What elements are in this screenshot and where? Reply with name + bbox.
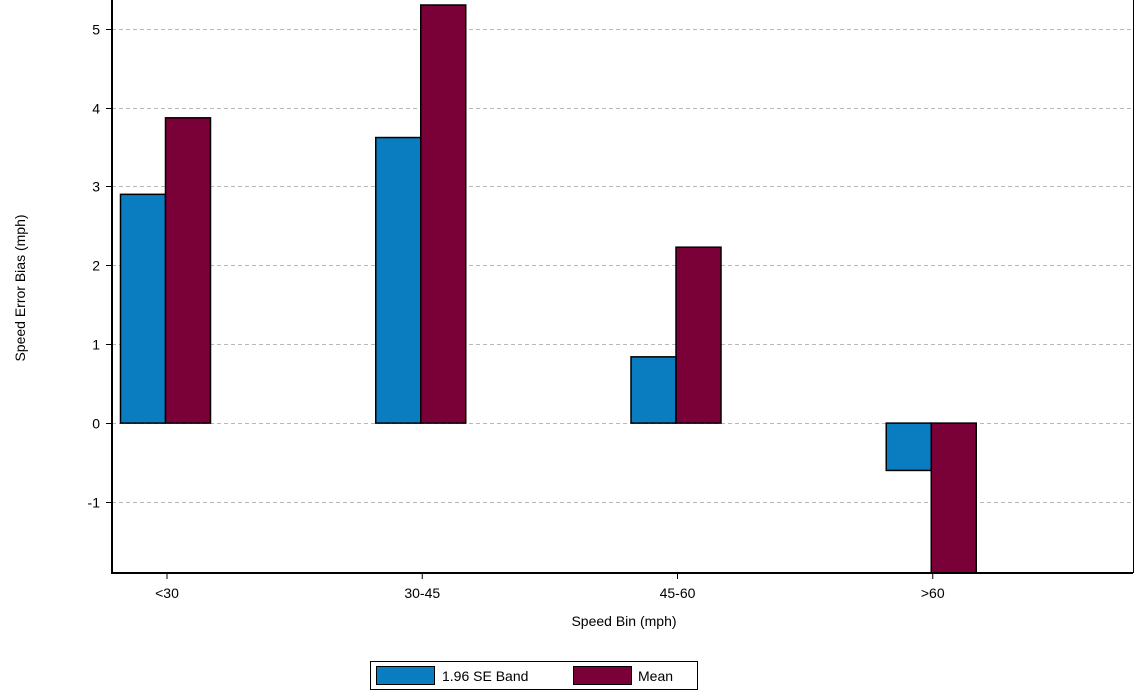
legend-swatch-mean bbox=[573, 666, 632, 685]
legend-label-mean: Mean bbox=[638, 668, 673, 684]
x-axis-title: Speed Bin (mph) bbox=[571, 613, 676, 629]
grid-lines bbox=[112, 29, 1133, 503]
x-tick-label: >60 bbox=[921, 585, 945, 601]
bar-mean bbox=[930, 422, 977, 574]
x-tick-label: 30-45 bbox=[404, 585, 440, 601]
bar-mean bbox=[675, 246, 722, 424]
legend-swatch-se-band bbox=[376, 666, 435, 685]
y-tick-label: 0 bbox=[92, 416, 100, 432]
bars bbox=[119, 4, 977, 574]
y-ticks: -1 0 1 2 3 4 5 bbox=[88, 22, 112, 511]
bar-se-band bbox=[375, 136, 422, 424]
bar-mean bbox=[164, 117, 212, 424]
x-ticks: <30 30-45 45-60 >60 bbox=[155, 573, 945, 601]
x-tick-label: <30 bbox=[155, 585, 179, 601]
y-tick-label: 2 bbox=[92, 258, 100, 274]
bar-se-band bbox=[630, 356, 677, 424]
y-axis-title: Speed Error Bias (mph) bbox=[12, 214, 28, 361]
axes bbox=[111, 0, 1134, 574]
y-tick-label: -1 bbox=[88, 495, 101, 511]
legend: 1.96 SE Band Mean bbox=[370, 661, 698, 690]
y-tick-label: 4 bbox=[92, 101, 100, 117]
x-tick-label: 45-60 bbox=[660, 585, 696, 601]
y-tick-label: 1 bbox=[92, 337, 100, 353]
legend-label-se-band: 1.96 SE Band bbox=[442, 668, 528, 684]
bar-se-band bbox=[885, 422, 932, 472]
y-tick-label: 5 bbox=[92, 22, 100, 38]
bar-se-band bbox=[119, 193, 167, 424]
bar-mean bbox=[420, 4, 467, 424]
y-tick-label: 3 bbox=[92, 179, 100, 195]
